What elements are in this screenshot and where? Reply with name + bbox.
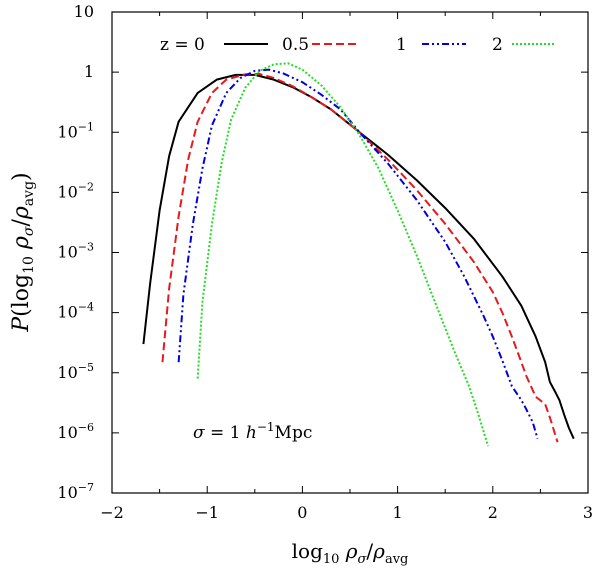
series-line-z-0.5	[161, 73, 559, 443]
series-group	[142, 62, 575, 447]
series-line-z-1	[177, 68, 539, 439]
legend-label-2: 2	[492, 35, 503, 55]
legend-title: z = 0	[160, 35, 205, 55]
y-tick-label: 10	[74, 2, 94, 21]
y-tick-label: 1	[84, 62, 94, 81]
y-tick-label: 10−4	[57, 301, 94, 322]
axis-ticks: −2 −1 0 1 2 3 10 1 10−1 10−2 10−3 10−4 10−5 10−6 10−7	[57, 2, 593, 522]
x-tick-label: −2	[100, 503, 124, 522]
x-tick-label: −1	[195, 503, 219, 522]
y-tick-label: 10−5	[57, 361, 94, 382]
x-tick-label: 2	[488, 503, 498, 522]
x-tick-label: 1	[393, 503, 403, 522]
legend-label-0.5: 0.5	[282, 35, 309, 55]
series-line-z-2	[196, 62, 489, 447]
x-tick-label: 0	[297, 503, 307, 522]
series-line-z-0	[142, 73, 575, 440]
legend: z = 0 0.5 1 2	[160, 35, 556, 55]
y-tick-label: 10−2	[57, 180, 94, 201]
y-tick-label: 10−3	[57, 241, 94, 262]
plot-frame	[111, 11, 589, 494]
x-axis-label: log10 ρσ/ρavg	[292, 539, 409, 567]
y-axis-label: P(log10 ρσ/ρavg)	[9, 172, 37, 332]
y-tick-label: 10−1	[57, 120, 94, 141]
annotation: σ = 1 h−1Mpc	[193, 420, 312, 443]
y-tick-label: 10−7	[57, 481, 94, 502]
x-tick-label: 3	[583, 503, 593, 522]
legend-label-1: 1	[396, 35, 407, 55]
y-tick-label: 10−6	[57, 421, 94, 442]
